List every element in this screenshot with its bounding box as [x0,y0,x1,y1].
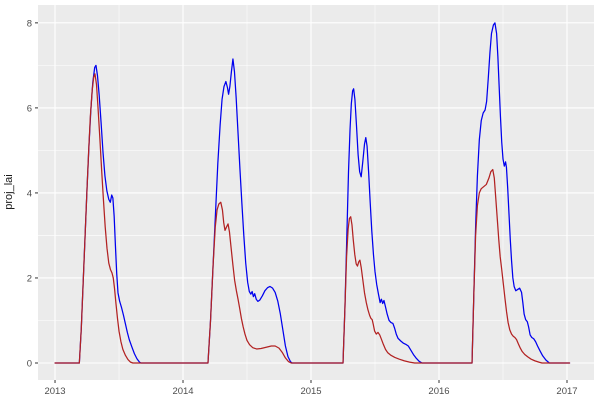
y-axis-title: proj_lai [3,174,15,209]
red-line [54,73,571,364]
x-tick-label: 2017 [556,386,577,397]
x-tick-label: 2016 [428,386,449,397]
x-tick-label: 2013 [44,386,65,397]
data-series-lines [54,22,571,364]
axis-tick-labels: 2013 2014 2015 2016 2017 0 2 4 6 8 [27,18,578,397]
grid-major-lines [38,5,594,380]
x-tick-label: 2014 [172,386,193,397]
x-tick-label: 2015 [300,386,321,397]
y-tick-label: 0 [27,358,32,369]
y-tick-label: 8 [27,18,32,29]
axis-tick-marks [35,22,568,383]
y-tick-label: 2 [27,273,32,284]
y-tick-label: 4 [27,188,32,199]
y-tick-label: 6 [27,103,32,114]
blue-line [54,22,571,364]
